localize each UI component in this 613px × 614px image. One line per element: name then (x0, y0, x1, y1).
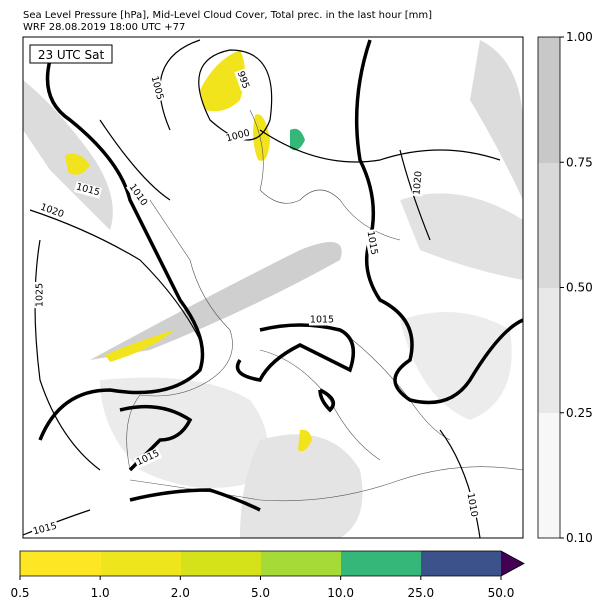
contour-label-bg (125, 181, 151, 209)
colorbar-segment (538, 163, 560, 288)
tick-label: 50.0 (488, 586, 515, 600)
tick-label: 0.5 (10, 586, 29, 600)
colorbar-segment (341, 551, 421, 576)
contour-label: 1010 (464, 492, 479, 518)
contour-label-bg (34, 281, 46, 309)
colorbar-segment (20, 551, 101, 576)
colorbar-frame (19, 550, 525, 577)
colorbar-segment (261, 551, 341, 576)
contour-label-bg (464, 491, 480, 519)
contour-label-bg (223, 127, 253, 145)
title: Sea Level Pressure [hPa], Mid-Level Clou… (23, 10, 432, 21)
time-label: 23 UTC Sat (38, 48, 105, 62)
contour-label: 1020 (411, 170, 424, 195)
contour-label-bg (30, 520, 60, 538)
colorbar-extension (501, 551, 524, 576)
isobars (22, 39, 501, 539)
precip-colorbar: 0.5 1.0 2.0 5.0 10.0 25.0 50.0 (10, 550, 525, 600)
contour-label: 1015 (364, 230, 379, 256)
tick-label: 1.00 (566, 30, 593, 44)
tick-label: 2.0 (171, 586, 190, 600)
tick-label: 0.25 (566, 406, 593, 420)
contour-label: 1015 (310, 315, 334, 326)
colorbar-segment (181, 551, 261, 576)
tick-label: 10.0 (327, 586, 354, 600)
tick-label: 0.75 (566, 155, 593, 169)
contour-label-bg (73, 181, 103, 199)
contour-label: 1025 (35, 283, 46, 307)
precipitation (65, 50, 312, 452)
contour-label-bg (148, 73, 166, 103)
tick-label: 0.10 (566, 531, 593, 545)
subtitle: WRF 28.08.2019 18:00 UTC +77 (23, 22, 185, 33)
map-frame (22, 36, 524, 539)
contour-label-bg (411, 169, 425, 197)
colorbar-segment (538, 37, 560, 163)
tick-label: 5.0 (251, 586, 270, 600)
contour-label-bg (308, 314, 336, 326)
time-box (29, 44, 113, 64)
colorbar-segment (538, 288, 560, 413)
cloud-colorbar: 0.10 0.25 0.50 0.75 1.00 (537, 30, 593, 545)
tick-label: 1.0 (91, 586, 110, 600)
tick-label: 25.0 (407, 586, 434, 600)
contour-label-bg (234, 68, 252, 92)
colorbar-segment (538, 413, 560, 538)
contour-label-bg (133, 447, 163, 469)
tick-label: 0.50 (566, 281, 593, 295)
contour-label-bg (37, 201, 67, 221)
colorbar-segment (101, 551, 181, 576)
contour-label-bg (364, 229, 380, 257)
colorbar-segment (421, 551, 501, 576)
